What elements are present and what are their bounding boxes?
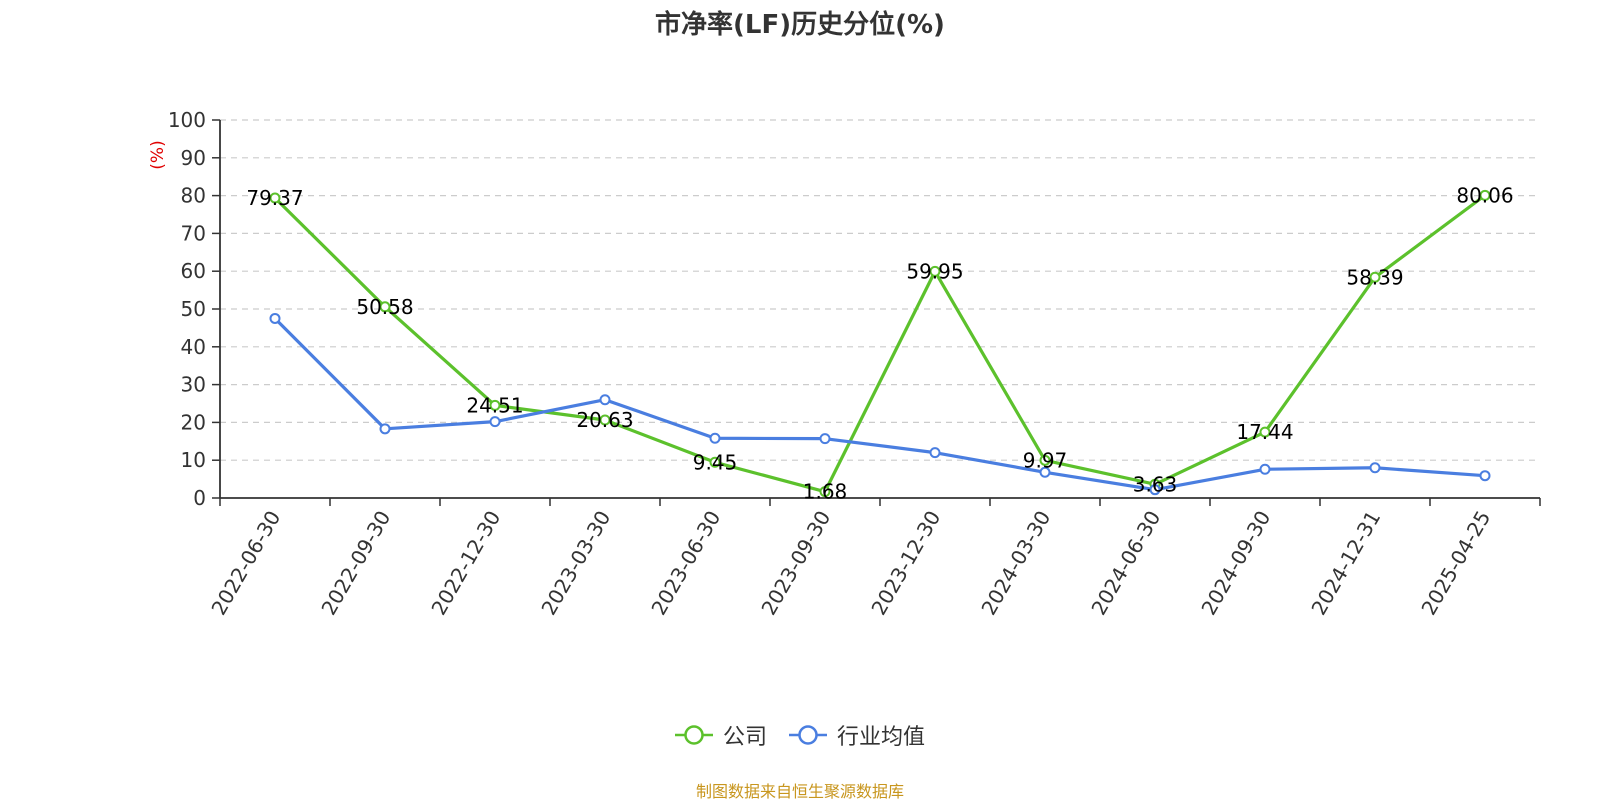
y-tick-label: 10 [181,448,206,472]
chart-title: 市净率(LF)历史分位(%) [655,10,945,40]
data-point-company [1039,454,1051,466]
y-tick-label: 40 [181,335,206,359]
y-tick-label: 30 [181,373,206,397]
y-tick-label: 0 [193,486,206,510]
data-point-industry-average [709,432,721,444]
x-tick-label: 2024-09-30 [1196,507,1275,620]
x-tick-label: 2023-12-30 [866,507,945,620]
data-point-company [709,456,721,468]
data-point-company [1369,271,1381,283]
legend-label-industry-average: 行业均值 [837,725,926,750]
x-tick-label: 2022-09-30 [316,507,395,620]
data-point-company [269,192,281,204]
data-point-company [489,399,501,411]
data-point-industry-average [1149,484,1161,496]
y-tick-label: 20 [181,410,206,434]
data-point-industry-average [379,423,391,435]
data-label-company: 50.58 [356,295,413,319]
y-tick-label: 50 [181,297,206,321]
data-point-company [819,486,831,498]
x-tick-label: 2024-03-30 [976,507,1055,620]
x-tick-label: 2025-04-25 [1416,507,1495,620]
x-tick-label: 2022-12-30 [426,507,505,620]
data-point-company [929,265,941,277]
data-label-company: 80.06 [1456,183,1513,207]
legend: 公司 行业均值 [0,718,1600,752]
data-point-industry-average [1479,470,1491,482]
data-point-industry-average [819,433,831,445]
y-axis-unit-label: (%) [148,140,168,169]
data-label-company: 3.63 [1133,472,1178,496]
legend-company-line-circle-icon [674,725,713,745]
y-tick-label: 100 [168,108,206,132]
data-point-industry-average [929,447,941,459]
legend-label-company: 公司 [722,725,767,750]
data-point-industry-average [599,394,611,406]
series-line-industry-average [273,317,1486,492]
data-label-company: 24.51 [466,393,523,417]
data-point-company [1259,426,1271,438]
x-tick-label: 2023-06-30 [646,507,725,620]
data-point-industry-average [489,416,501,428]
data-label-company: 17.44 [1236,420,1293,444]
data-label-company: 1.68 [803,480,848,504]
data-label-layer: 79.37 50.58 24.51 20.63 9.45 1.68 59.95 9.97 3.6… [246,183,1513,503]
y-tick-label: 90 [181,146,206,170]
axis-layer: 0 10 20 30 40 50 60 70 80 90 100(%) 2022-06-30 2022-… [148,108,1541,620]
series-line-company [273,194,1486,494]
x-tick-label: 2023-03-30 [536,507,615,620]
data-label-company: 9.45 [693,450,738,474]
series-layer [269,189,1491,498]
data-label-company: 79.37 [246,186,303,210]
data-point-company [599,414,611,426]
data-label-company: 58.39 [1346,265,1403,289]
data-point-industry-average [1259,463,1271,475]
data-point-industry-average [269,312,281,324]
y-tick-label: 60 [181,259,206,283]
data-label-company: 9.97 [1023,448,1068,472]
legend-industry-line-circle-icon [789,725,827,745]
y-tick-label: 70 [181,221,206,245]
y-tick-label: 80 [181,184,206,208]
data-point-company [1479,189,1491,201]
data-point-company [379,301,391,313]
x-tick-label: 2022-06-30 [206,507,285,620]
x-tick-label: 2023-09-30 [756,507,835,620]
data-point-industry-average [1039,466,1051,478]
data-label-company: 20.63 [576,408,633,432]
data-label-company: 59.95 [906,259,963,283]
x-tick-label: 2024-06-30 [1086,507,1165,620]
data-point-industry-average [1369,462,1381,474]
legend-item-industry-average[interactable]: 行业均值 [789,719,925,751]
grid-layer [220,119,1540,461]
data-source-note: 制图数据来自恒生聚源数据库 [695,782,904,801]
x-tick-label: 2024-12-31 [1306,507,1385,620]
legend-item-company[interactable]: 公司 [674,719,767,751]
